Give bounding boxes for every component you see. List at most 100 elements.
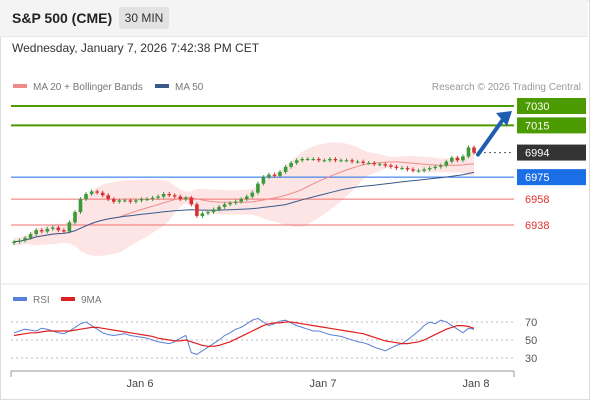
credit-text: Research © 2026 Trading Central: [432, 82, 581, 93]
ma9-legend-label: 9MA: [81, 295, 102, 306]
candle-body: [350, 160, 354, 162]
rsi-legend-swatch: [13, 297, 27, 301]
candle-body: [245, 196, 249, 200]
candle-body: [466, 147, 471, 157]
candle-body: [95, 191, 99, 193]
candle-body: [355, 161, 360, 163]
candle-body: [200, 213, 205, 216]
target-level-tag: [517, 98, 586, 114]
candle-body: [317, 159, 321, 161]
level-label-7015: 7015: [525, 120, 549, 132]
candle-body: [51, 227, 55, 229]
candle-body: [167, 194, 171, 196]
x-tick-label: Jan 7: [310, 378, 337, 390]
candle-body: [416, 170, 421, 172]
rsi-legend: RSI 9MA: [13, 295, 102, 306]
candle-body: [156, 196, 160, 198]
candle-body: [78, 199, 83, 212]
candle-body: [250, 192, 255, 197]
ma50-legend-swatch: [155, 84, 169, 88]
x-axis: Jan 6 Jan 7 Jan 8: [10, 370, 515, 390]
candle-body: [361, 161, 365, 163]
candle-body: [195, 204, 199, 216]
candle-body: [372, 162, 376, 165]
ma20-legend-swatch: [13, 84, 27, 88]
timeframe-button[interactable]: 30 MIN: [119, 7, 169, 29]
moving-averages: [13, 161, 475, 243]
rsi-tick-label: 70: [525, 317, 537, 329]
candle-body: [261, 177, 266, 184]
x-tick-label: Jan 8: [463, 378, 490, 390]
candle-body: [394, 166, 399, 169]
candle-body: [328, 159, 332, 161]
candles: [12, 145, 476, 246]
forecast-arrow: [476, 111, 512, 157]
candle-body: [438, 165, 443, 167]
candle-body: [117, 200, 122, 202]
candle-body: [172, 195, 177, 197]
candle-body: [400, 168, 404, 170]
candle-body: [100, 192, 105, 196]
rsi-panel: 70 50 30: [11, 317, 537, 365]
candle-body: [239, 199, 243, 202]
candle-body: [17, 240, 22, 242]
candle-body: [178, 196, 183, 200]
level-label-7030: 7030: [525, 101, 549, 113]
candle-body: [333, 159, 338, 161]
level-label-6975: 6975: [525, 172, 549, 184]
ma50-legend-label: MA 50: [175, 82, 204, 93]
candle-body: [12, 241, 16, 244]
datetime-stamp: Wednesday, January 7, 2026 7:42:38 PM CE…: [12, 41, 260, 55]
candle-body: [283, 166, 288, 172]
candle-body: [39, 230, 44, 232]
candle-body: [84, 194, 88, 200]
candle-body: [272, 174, 277, 176]
candle-body: [322, 160, 327, 162]
rsi-ma9-line: [13, 321, 475, 347]
forecast-arrow-head: [496, 111, 512, 126]
candle-body: [300, 159, 304, 161]
candle-body: [217, 206, 221, 210]
candle-body: [112, 199, 116, 202]
rsi-legend-label: RSI: [33, 295, 50, 306]
candle-body: [383, 164, 388, 166]
candle-body: [134, 200, 138, 202]
level-label-6938: 6938: [525, 220, 549, 232]
candle-body: [145, 199, 149, 201]
level-label-6958: 6958: [525, 194, 549, 206]
candle-body: [222, 204, 227, 207]
candle-body: [378, 164, 382, 166]
candle-body: [206, 212, 210, 214]
candle-body: [228, 203, 232, 205]
candle-body: [267, 174, 271, 178]
candle-body: [28, 234, 33, 238]
candle-body: [461, 156, 465, 161]
candle-body: [106, 195, 110, 200]
candle-body: [23, 237, 27, 241]
candle-body: [150, 197, 155, 200]
candle-body: [366, 162, 371, 164]
rsi-line: [13, 317, 475, 355]
ma9-legend-swatch: [61, 297, 75, 301]
candle-body: [472, 147, 476, 153]
rsi-tick-label: 30: [525, 353, 537, 365]
candle-body: [450, 157, 454, 162]
candle-body: [411, 169, 415, 171]
x-tick-label: Jan 6: [127, 378, 154, 390]
instrument-title: S&P 500 (CME): [12, 10, 113, 26]
ma50-line: [13, 171, 475, 243]
candle-body: [433, 166, 437, 169]
target-level-tag: [517, 117, 586, 134]
candle-body: [139, 199, 144, 201]
current-level-tag: [517, 144, 586, 161]
candle-body: [62, 230, 66, 232]
candle-body: [305, 159, 310, 160]
candle-body: [444, 161, 449, 166]
level-label-6994: 6994: [525, 148, 549, 160]
level-labels: 7030 7015 6994 6975 6958 6938: [517, 98, 586, 232]
candle-body: [184, 197, 188, 200]
candle-body: [189, 197, 194, 205]
candle-body: [344, 160, 349, 162]
candle-body: [56, 227, 61, 231]
